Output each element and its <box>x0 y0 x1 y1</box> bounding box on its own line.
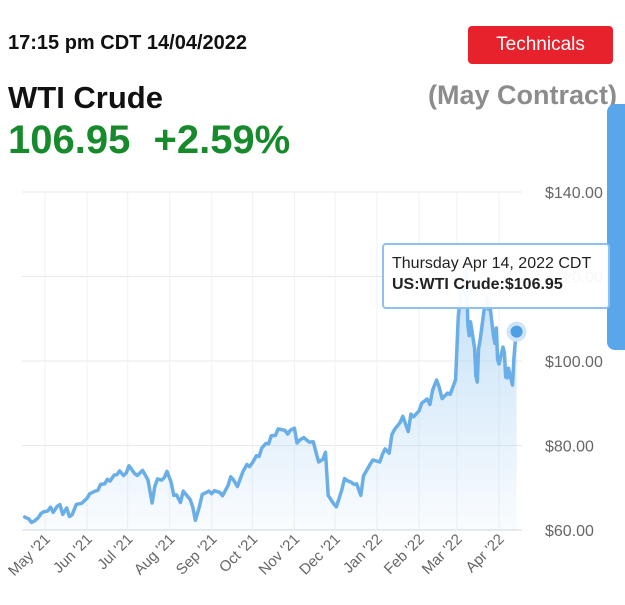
x-tick-label: Sep '21 <box>173 531 221 579</box>
tooltip-value: US:WTI Crude:$106.95 <box>392 276 563 293</box>
x-tick-label: Apr '22 <box>462 531 507 576</box>
price-chart[interactable]: $60.00$80.00$100.00$120.00$140.00 May '2… <box>0 180 625 605</box>
y-tick-label: $60.00 <box>545 523 594 540</box>
technicals-button[interactable]: Technicals <box>468 26 613 64</box>
x-tick-label: Jan '22 <box>340 531 386 577</box>
highlight-point <box>506 321 527 342</box>
x-tick-label: May '21 <box>5 531 54 580</box>
timestamp: 17:15 pm CDT 14/04/2022 <box>8 32 248 54</box>
y-axis: $60.00$80.00$100.00$120.00$140.00 <box>545 185 603 540</box>
price-area-fill <box>24 260 517 530</box>
y-tick-label: $80.00 <box>545 439 594 456</box>
chart-tooltip: Thursday Apr 14, 2022 CDT US:WTI Crude:$… <box>382 243 610 309</box>
x-tick-label: Oct '21 <box>216 531 261 576</box>
x-tick-label: Feb '22 <box>381 531 428 578</box>
x-tick-label: Nov '21 <box>256 531 304 579</box>
tooltip-date: Thursday Apr 14, 2022 CDT <box>392 255 592 272</box>
instrument-title: WTI Crude <box>8 80 163 115</box>
current-price: 106.95 <box>8 118 131 162</box>
side-drawer-handle[interactable] <box>607 104 625 350</box>
price-change: +2.59% <box>153 118 291 162</box>
x-tick-label: Jun '21 <box>50 531 96 577</box>
y-tick-label: $140.00 <box>545 185 603 202</box>
contract-label: (May Contract) <box>427 80 617 110</box>
x-tick-label: Aug '21 <box>131 531 179 579</box>
x-tick-label: Dec '21 <box>296 531 344 579</box>
price-quote: 106.95 +2.59% <box>8 118 290 163</box>
y-tick-label: $100.00 <box>545 354 603 371</box>
x-tick-label: Mar '22 <box>419 531 466 578</box>
